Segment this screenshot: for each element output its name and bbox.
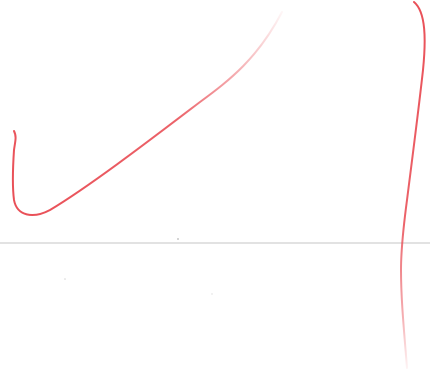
speck bbox=[64, 278, 66, 280]
check-mark-stroke bbox=[11, 11, 283, 217]
speck bbox=[177, 238, 179, 240]
vertical-curved-stroke bbox=[400, 1, 426, 369]
speck bbox=[211, 293, 213, 295]
